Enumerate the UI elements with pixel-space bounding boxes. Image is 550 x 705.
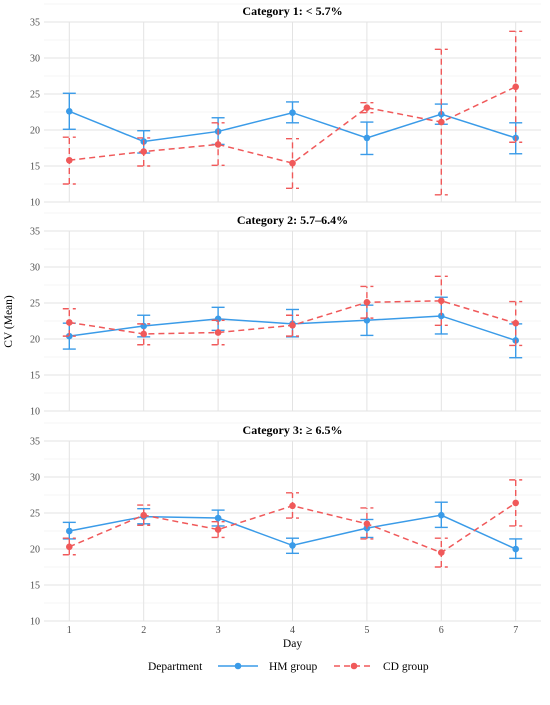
- series-cd-group: [62, 479, 523, 568]
- data-point: [438, 511, 445, 519]
- data-point: [214, 526, 222, 533]
- legend: Department HM group CD group: [148, 661, 429, 673]
- data-point: [65, 319, 73, 326]
- x-tick-label: 7: [513, 625, 518, 636]
- data-point: [65, 156, 73, 164]
- legend-point: [234, 662, 242, 670]
- y-tick-label: 25: [30, 90, 40, 101]
- data-point: [438, 118, 445, 126]
- x-tick-label: 2: [141, 625, 146, 636]
- y-tick-label: 25: [30, 299, 40, 310]
- data-point: [438, 312, 445, 320]
- error-bar: [211, 520, 225, 539]
- data-point: [214, 141, 222, 148]
- data-point: [438, 549, 445, 556]
- data-point: [363, 520, 371, 528]
- x-tick-label: 6: [439, 625, 444, 636]
- legend-key-cd-group: [334, 662, 374, 670]
- data-point: [140, 330, 147, 338]
- legend-key-hm-group: [218, 662, 258, 670]
- x-tick-label: 1: [67, 625, 72, 636]
- data-point: [289, 159, 296, 167]
- error-bar: [62, 537, 76, 556]
- y-tick-label: 15: [30, 371, 40, 382]
- data-point: [363, 134, 371, 142]
- x-tick-label: 5: [364, 625, 369, 636]
- panel-2: Category 2: 5.7–6.4% 10 15 20 25 30 35: [30, 212, 541, 418]
- series-cd-group: [62, 30, 523, 196]
- y-tick-label: 20: [30, 545, 40, 556]
- y-axis-title: CV (Mean): [3, 295, 15, 348]
- data-point: [65, 543, 73, 551]
- y-tick-label: 35: [30, 18, 40, 29]
- data-point: [438, 297, 445, 305]
- x-tick-label: 3: [216, 625, 221, 636]
- data-point: [512, 83, 520, 91]
- y-tick-label: 30: [30, 473, 40, 484]
- y-tick-label: 15: [30, 162, 40, 173]
- series-cd-group: [62, 275, 523, 347]
- data-point: [140, 511, 147, 519]
- legend-label: HM group: [269, 661, 317, 673]
- legend-title: Department: [148, 661, 203, 673]
- y-tick-label: 35: [30, 227, 40, 238]
- data-point: [214, 514, 222, 522]
- y-tick-label: 10: [30, 407, 40, 418]
- legend-point: [350, 662, 358, 670]
- y-tick-label: 10: [30, 617, 40, 628]
- data-point: [512, 319, 520, 327]
- data-point: [140, 148, 147, 155]
- data-point: [363, 298, 371, 306]
- panel-1: Category 1: < 5.7% 10 15 20 25 30 35: [30, 3, 541, 209]
- x-tick-label: 4: [290, 625, 295, 636]
- x-axis-title: Day: [283, 638, 302, 650]
- data-point: [512, 499, 520, 507]
- y-tick-label: 35: [30, 437, 40, 448]
- data-point: [289, 322, 296, 329]
- y-tick-label: 20: [30, 126, 40, 137]
- y-tick-label: 15: [30, 581, 40, 592]
- data-point: [289, 109, 296, 117]
- data-point: [512, 545, 520, 553]
- data-point: [214, 329, 222, 336]
- data-point: [289, 502, 296, 510]
- data-point: [363, 104, 371, 111]
- legend-label: CD group: [383, 661, 429, 673]
- data-point: [65, 107, 73, 115]
- y-tick-label: 30: [30, 263, 40, 274]
- panel-3: Category 3: ≥ 6.5% 10 15 20 25 30 35: [30, 422, 541, 628]
- panel-title: Category 2: 5.7–6.4%: [237, 213, 348, 227]
- data-point: [289, 542, 296, 549]
- panel-title: Category 1: < 5.7%: [242, 4, 342, 18]
- data-point: [65, 527, 73, 535]
- panel-title: Category 3: ≥ 6.5%: [243, 423, 343, 437]
- y-tick-label: 30: [30, 54, 40, 65]
- y-tick-label: 10: [30, 198, 40, 209]
- y-tick-label: 25: [30, 509, 40, 520]
- y-tick-label: 20: [30, 335, 40, 346]
